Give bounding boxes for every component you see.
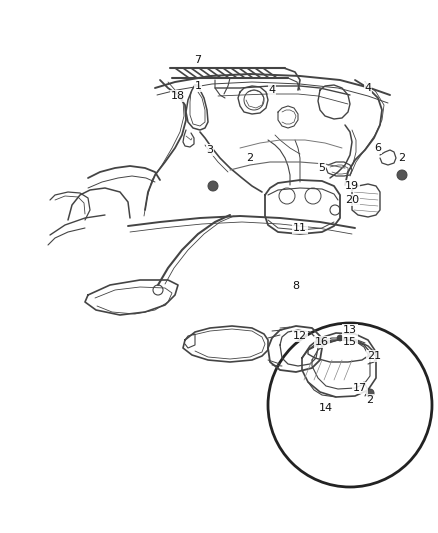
Text: 2: 2 [399, 153, 406, 163]
Text: 7: 7 [194, 55, 201, 65]
Text: 19: 19 [345, 181, 359, 191]
Text: 15: 15 [343, 337, 357, 347]
Text: 20: 20 [345, 195, 359, 205]
Text: 14: 14 [319, 403, 333, 413]
Text: 2: 2 [247, 153, 254, 163]
Circle shape [366, 389, 374, 397]
Text: 8: 8 [293, 281, 300, 291]
Text: 2: 2 [367, 395, 374, 405]
Text: 11: 11 [293, 223, 307, 233]
Text: 4: 4 [268, 85, 276, 95]
Text: 18: 18 [171, 91, 185, 101]
Text: 13: 13 [343, 325, 357, 335]
Text: 21: 21 [367, 351, 381, 361]
Circle shape [337, 335, 343, 341]
Circle shape [319, 337, 325, 343]
Text: 4: 4 [364, 83, 371, 93]
Text: 12: 12 [293, 331, 307, 341]
Circle shape [397, 170, 407, 180]
Text: 16: 16 [315, 337, 329, 347]
Circle shape [208, 181, 218, 191]
Text: 17: 17 [353, 383, 367, 393]
Text: 6: 6 [374, 143, 381, 153]
Text: 3: 3 [206, 145, 213, 155]
Text: 1: 1 [194, 81, 201, 91]
Text: 5: 5 [318, 163, 325, 173]
